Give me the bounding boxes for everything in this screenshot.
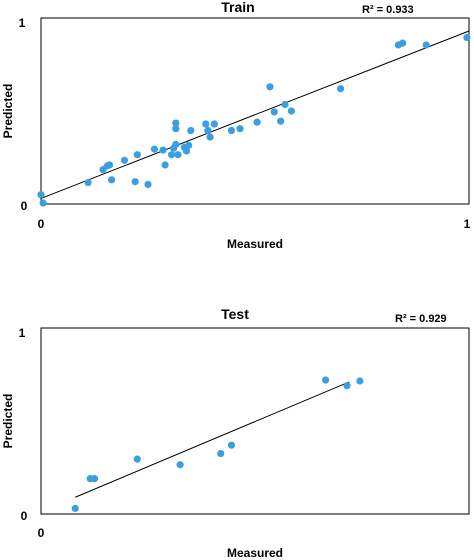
train-r2-annotation: R² = 0.933 (362, 4, 414, 16)
test-x-tick-left: 0 (38, 526, 45, 540)
train-data-point-41 (463, 33, 471, 42)
train-data-point-31 (253, 118, 261, 126)
train-plot-area (40, 17, 470, 205)
train-data-point-3 (84, 179, 92, 187)
train-data-point-37 (337, 85, 345, 93)
test-y-tick-top: 1 (19, 326, 26, 340)
train-y-tick-bottom: 0 (21, 199, 28, 213)
train-data-point-19 (172, 140, 180, 149)
test-data-point-5 (176, 461, 184, 469)
test-title: Test (221, 306, 249, 322)
test-data-point-8 (322, 376, 330, 384)
train-data-point-33 (270, 108, 278, 116)
train-data-point-30 (236, 125, 244, 133)
test-data-point-3 (90, 475, 99, 483)
train-data-point-28 (210, 120, 218, 128)
train-data-point-10 (133, 151, 141, 159)
test-data-point-1 (71, 504, 79, 513)
test-y-axis-label: Predicted (1, 394, 15, 449)
train-data-point-8 (120, 156, 129, 164)
test-data-point-10 (356, 377, 364, 385)
train-data-point-40 (422, 41, 430, 49)
train-data-point-35 (281, 100, 289, 109)
train-title: Train (221, 0, 254, 15)
train-data-point-26 (204, 126, 212, 135)
train-data-point-9 (131, 178, 139, 186)
train-data-point-29 (227, 126, 236, 135)
train-x-tick-right: 1 (464, 217, 471, 231)
train-data-point-36 (287, 107, 295, 115)
train-data-point-25 (202, 120, 210, 128)
test-data-point-9 (343, 382, 351, 390)
train-data-point-2 (39, 199, 47, 207)
train-data-point-12 (150, 145, 159, 153)
train-points (37, 33, 471, 207)
train-y-axis-label: Predicted (1, 84, 15, 139)
train-data-point-34 (277, 117, 285, 125)
train-data-point-11 (144, 180, 152, 189)
test-chart: Test R² = 0.929 Predicted Measured 1 0 0 (1, 306, 470, 560)
test-data-point-7 (227, 441, 236, 449)
train-x-tick-left: 0 (38, 217, 45, 231)
train-data-point-23 (185, 141, 193, 150)
train-data-point-7 (108, 176, 116, 184)
train-data-point-27 (206, 133, 214, 141)
train-data-point-20 (174, 151, 182, 159)
train-y-tick-top: 1 (19, 16, 26, 30)
train-data-point-14 (161, 161, 169, 169)
train-x-axis-label: Measured (227, 237, 283, 251)
train-data-point-22 (182, 147, 191, 155)
test-data-point-6 (217, 449, 225, 458)
test-points (71, 376, 364, 513)
test-x-axis-label: Measured (227, 546, 283, 560)
train-data-point-17 (172, 125, 180, 133)
train-data-point-13 (159, 146, 167, 154)
train-fit-line (40, 30, 470, 199)
train-data-point-32 (266, 83, 274, 91)
test-y-tick-bottom: 0 (21, 509, 28, 523)
test-r2-annotation: R² = 0.929 (395, 313, 447, 325)
train-data-point-24 (187, 126, 195, 135)
train-data-point-39 (399, 39, 407, 47)
train-data-point-15 (167, 151, 176, 159)
test-fit-line (75, 381, 350, 498)
train-data-point-6 (105, 161, 114, 169)
test-plot-area (40, 327, 470, 515)
train-data-point-18 (172, 119, 180, 127)
train-chart: Train R² = 0.933 Predicted Measured 1 0 … (1, 0, 471, 251)
train-data-point-1 (37, 191, 45, 199)
test-data-point-4 (133, 455, 141, 463)
